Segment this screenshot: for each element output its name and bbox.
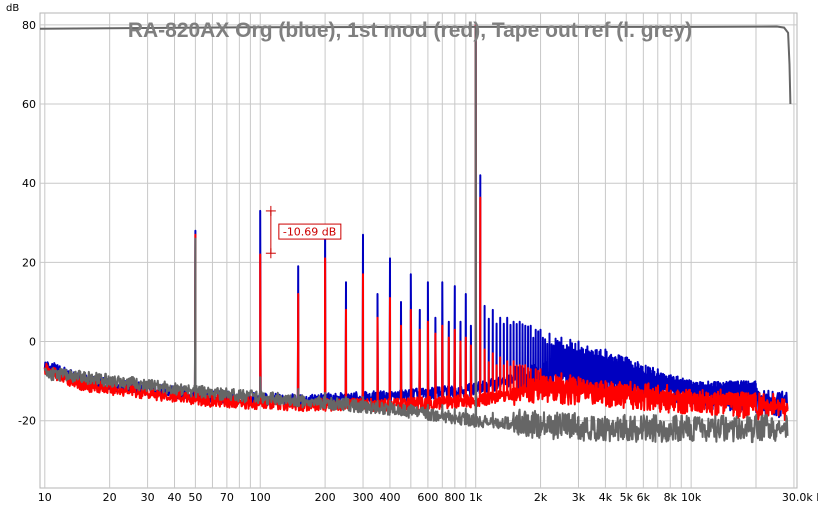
x-tick-label: 70 [220,491,234,504]
y-tick-label: 0 [29,336,36,349]
series-layer [39,23,792,444]
x-tick-label: 30.0k Hz [782,491,818,504]
y-tick-label: 60 [22,98,36,111]
x-tick-label: 3k [572,491,586,504]
x-tick-label: 100 [250,491,271,504]
delta-label: -10.69 dB [283,226,337,239]
series-line-3 [43,27,789,444]
delta-annotation: -10.69 dB [265,205,342,259]
y-tick-label: 80 [22,19,36,32]
x-tick-label: 40 [168,491,182,504]
y-axis-unit-label: dB [6,3,19,14]
x-tick-label: 200 [315,491,336,504]
x-tick-label: 10k [681,491,702,504]
x-tick-label: 10 [38,491,52,504]
x-tick-label: 50 [188,491,202,504]
x-tick-label: 8k [664,491,678,504]
x-tick-label: 300 [353,491,374,504]
x-tick-label: 20 [103,491,117,504]
x-tick-label: 600 [417,491,438,504]
x-tick-label: 1k [469,491,483,504]
x-tick-label: 400 [379,491,400,504]
axis-labels: 10 20 30 40 50 70 100 200 300 400 600 800 1k 2k 3k 4k 5k… [18,19,818,504]
x-tick-label: 4k [599,491,613,504]
delta-label-box [278,223,342,240]
chart-title: RA-820AX Org (blue), 1st mod (red), Tape… [128,19,692,42]
x-tick-label: 6k [637,491,651,504]
reference-level-line [39,25,792,105]
y-tick-label: -20 [18,415,36,428]
x-tick-label: 5k [620,491,634,504]
x-tick-label: 2k [534,491,548,504]
x-tick-label: 800 [444,491,465,504]
y-tick-label: 40 [22,177,36,190]
x-tick-label: 30 [141,491,155,504]
plot-area [39,12,798,489]
y-tick-label: 20 [22,256,36,269]
